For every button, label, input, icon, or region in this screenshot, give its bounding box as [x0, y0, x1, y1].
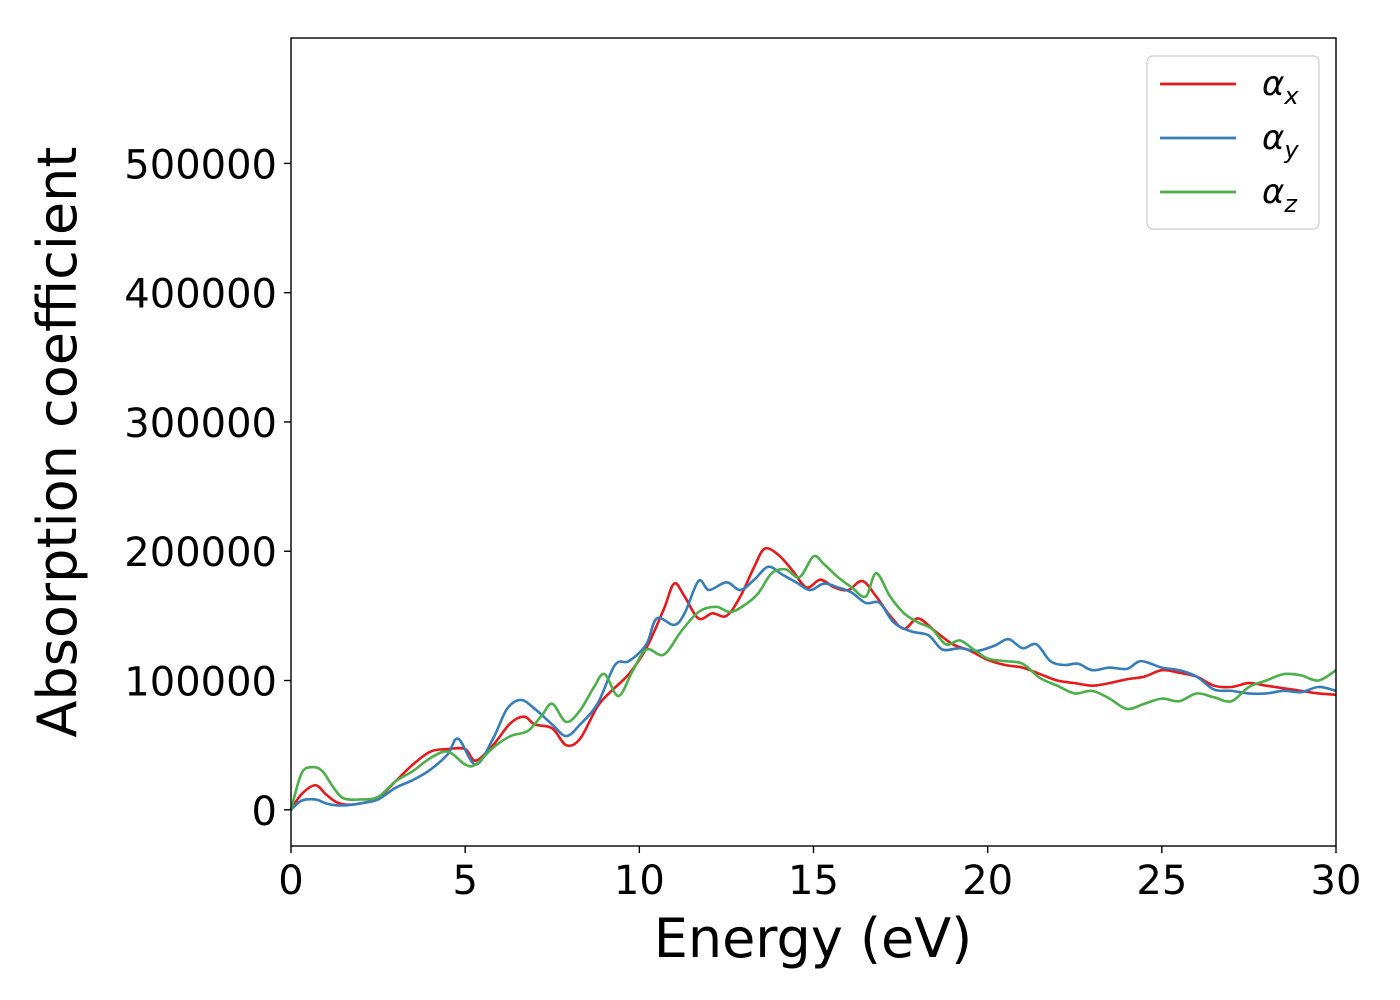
legend-label-alpha-z: αz — [1262, 172, 1298, 218]
y-axis-title: Absorption coefficient — [26, 147, 89, 738]
series-layer — [289, 546, 1337, 811]
legend-label-alpha-x: αx — [1262, 64, 1299, 110]
y-tick-label: 500000 — [124, 142, 277, 188]
x-tick-label: 30 — [1311, 858, 1362, 904]
series-line-alpha-x — [289, 546, 1337, 811]
series-line-alpha-y — [290, 565, 1337, 811]
x-tick-label: 10 — [614, 858, 665, 904]
legend-box — [1146, 55, 1320, 230]
x-tick-label: 25 — [1136, 858, 1187, 904]
y-tick-label: 400000 — [124, 272, 277, 318]
x-tick-label: 15 — [788, 858, 839, 904]
x-axis-ticks: 0 5 10 15 20 25 30 — [278, 846, 1361, 904]
y-tick-label: 100000 — [124, 660, 277, 706]
legend: αx αy αz — [1146, 55, 1320, 230]
x-tick-label: 5 — [452, 858, 477, 904]
y-tick-label: 200000 — [124, 530, 277, 576]
y-axis-ticks: 0 100000 200000 300000 400000 500000 — [124, 142, 291, 835]
y-tick-label: 0 — [252, 789, 277, 835]
y-tick-label: 300000 — [124, 401, 277, 447]
series-line-alpha-z — [289, 554, 1337, 811]
x-tick-label: 0 — [278, 858, 303, 904]
legend-label-alpha-y: αy — [1262, 118, 1299, 164]
x-tick-label: 20 — [962, 858, 1013, 904]
legend-entries: αx αy αz — [1160, 64, 1299, 218]
x-axis-title: Energy (eV) — [654, 907, 973, 970]
